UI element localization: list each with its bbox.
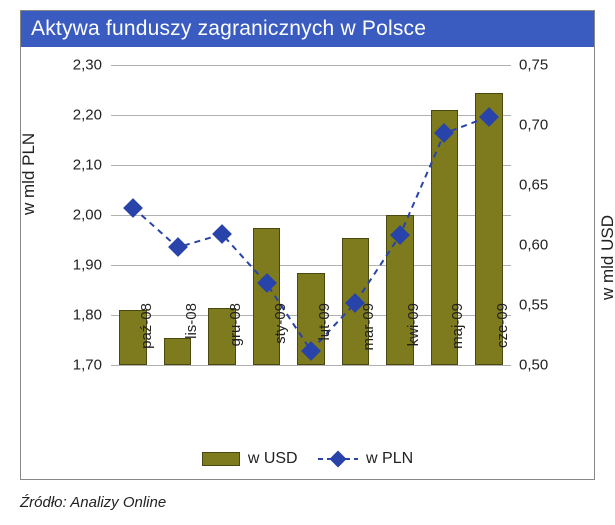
right-tick-label: 0,50: [519, 357, 569, 374]
source-label: Źródło: Analizy Online: [20, 494, 166, 511]
line-swatch-icon: [318, 452, 358, 466]
left-axis-title: w mld PLN: [19, 133, 39, 215]
legend-item-bar: w USD: [202, 450, 298, 468]
x-tick-label: cze-09: [494, 303, 511, 373]
x-tick-label: mar-09: [360, 303, 377, 373]
right-tick-label: 0,70: [519, 117, 569, 134]
left-tick-label: 2,10: [52, 157, 102, 174]
x-tick-label: lis-08: [183, 303, 200, 373]
left-tick-label: 1,70: [52, 357, 102, 374]
right-tick-label: 0,75: [519, 57, 569, 74]
bar-swatch-icon: [202, 452, 240, 466]
left-tick-label: 1,80: [52, 307, 102, 324]
right-axis-title: w mld USD: [598, 215, 615, 300]
right-tick-label: 0,65: [519, 177, 569, 194]
x-tick-label: gru-08: [227, 303, 244, 373]
x-tick-label: kwi-09: [405, 303, 422, 373]
legend-bar-label: w USD: [248, 450, 298, 468]
legend: w USD w PLN: [21, 450, 594, 471]
right-tick-label: 0,60: [519, 237, 569, 254]
chart-title: Aktywa funduszy zagranicznych w Polsce: [21, 11, 594, 47]
chart-frame: Aktywa funduszy zagranicznych w Polsce w…: [20, 10, 595, 480]
right-tick-label: 0,55: [519, 297, 569, 314]
left-tick-label: 2,20: [52, 107, 102, 124]
legend-item-line: w PLN: [318, 450, 413, 468]
x-tick-label: paź-08: [138, 303, 155, 373]
x-tick-label: sty-09: [272, 303, 289, 373]
left-tick-label: 2,30: [52, 57, 102, 74]
chart-body: w mld PLN w mld USD w USD w PLN 1,701,80…: [21, 47, 594, 477]
left-tick-label: 1,90: [52, 257, 102, 274]
x-tick-label: lut-09: [316, 303, 333, 373]
left-tick-label: 2,00: [52, 207, 102, 224]
x-tick-label: maj-09: [449, 303, 466, 373]
legend-line-label: w PLN: [366, 450, 413, 468]
